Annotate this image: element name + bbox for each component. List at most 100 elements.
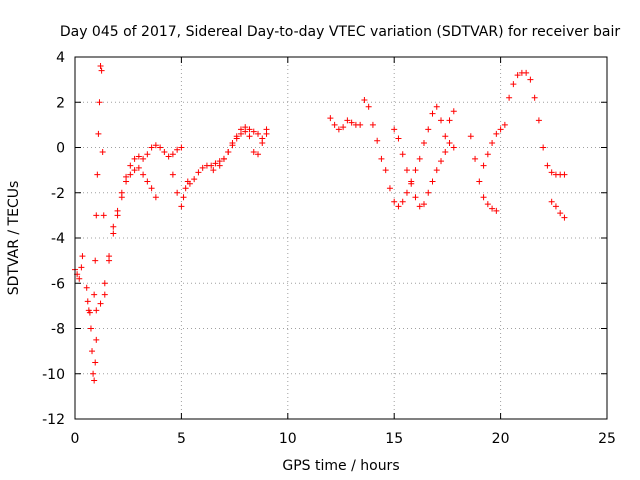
y-tick-label: -4 [51,231,65,247]
data-point [250,149,257,156]
data-point [450,108,457,115]
data-point [178,203,185,210]
data-point [472,155,479,162]
data-point [96,99,103,106]
data-point [180,194,187,201]
data-point [442,133,449,140]
x-tick-labels: 0 5 10 15 20 25 [71,431,616,447]
data-point [535,117,542,124]
data-point [131,167,138,174]
data-point [148,185,155,192]
data-point [374,137,381,144]
data-point [233,133,240,140]
data-point [144,151,151,158]
data-point [412,167,419,174]
data-point [97,300,104,307]
data-point [399,151,406,158]
data-point [98,67,105,74]
data-point [84,298,91,305]
data-point [210,167,217,174]
data-point [369,121,376,128]
data-point [408,180,415,187]
y-tick-label: 0 [56,141,65,157]
data-point [237,126,244,133]
data-point [442,149,449,156]
data-point [178,144,185,151]
data-point [523,69,530,76]
data-point [403,189,410,196]
data-point [344,117,351,124]
data-point [412,194,419,201]
data-point [552,203,559,210]
data-point [246,126,253,133]
data-point [86,309,93,316]
data-point [100,212,107,219]
data-point [76,275,83,282]
data-point [220,155,227,162]
data-point [484,201,491,208]
data-point [501,121,508,128]
data-point [212,160,219,167]
data-point [438,117,445,124]
data-point [429,110,436,117]
data-point [493,207,500,214]
data-point [395,135,402,142]
data-point [544,162,551,169]
data-point [79,253,86,260]
y-tick-label: 2 [56,95,65,111]
data-point [135,164,142,171]
data-point [93,212,100,219]
data-point [527,76,534,83]
data-point [416,203,423,210]
data-point [327,115,334,122]
data-point [127,171,134,178]
data-point [118,189,125,196]
data-point [467,133,474,140]
data-point [97,63,104,70]
data-point [557,210,564,217]
data-point [386,185,393,192]
data-point [378,155,385,162]
data-point [425,126,432,133]
data-point [429,178,436,185]
data-point [106,253,113,260]
data-point [361,96,368,103]
data-point [114,207,121,214]
data-point [438,158,445,165]
data-point [165,153,172,160]
data-point [182,185,189,192]
data-point [255,151,262,158]
x-axis-label: GPS time / hours [282,458,399,474]
data-point [420,201,427,208]
data-point [246,133,253,140]
data-point [433,103,440,110]
data-point [561,214,568,221]
chart-title: Day 045 of 2017, Sidereal Day-to-day VTE… [60,24,621,40]
data-point [531,94,538,101]
data-point [110,230,117,237]
data-point [548,169,555,176]
data-point [395,203,402,210]
data-point [391,126,398,133]
data-point [208,162,215,169]
data-point [92,359,99,366]
data-point [131,155,138,162]
data-point [242,124,249,131]
data-point [514,72,521,79]
data-point [123,178,130,185]
data-point [382,167,389,174]
y-tick-label: -2 [51,186,65,202]
y-tick-label: 4 [56,50,65,66]
data-point [229,139,236,146]
data-point [127,162,134,169]
data-point [480,162,487,169]
data-point [99,149,106,156]
data-point [331,121,338,128]
data-point [450,144,457,151]
data-point [169,171,176,178]
data-point [101,280,108,287]
data-point [135,153,142,160]
data-point [489,139,496,146]
grid [75,57,607,419]
